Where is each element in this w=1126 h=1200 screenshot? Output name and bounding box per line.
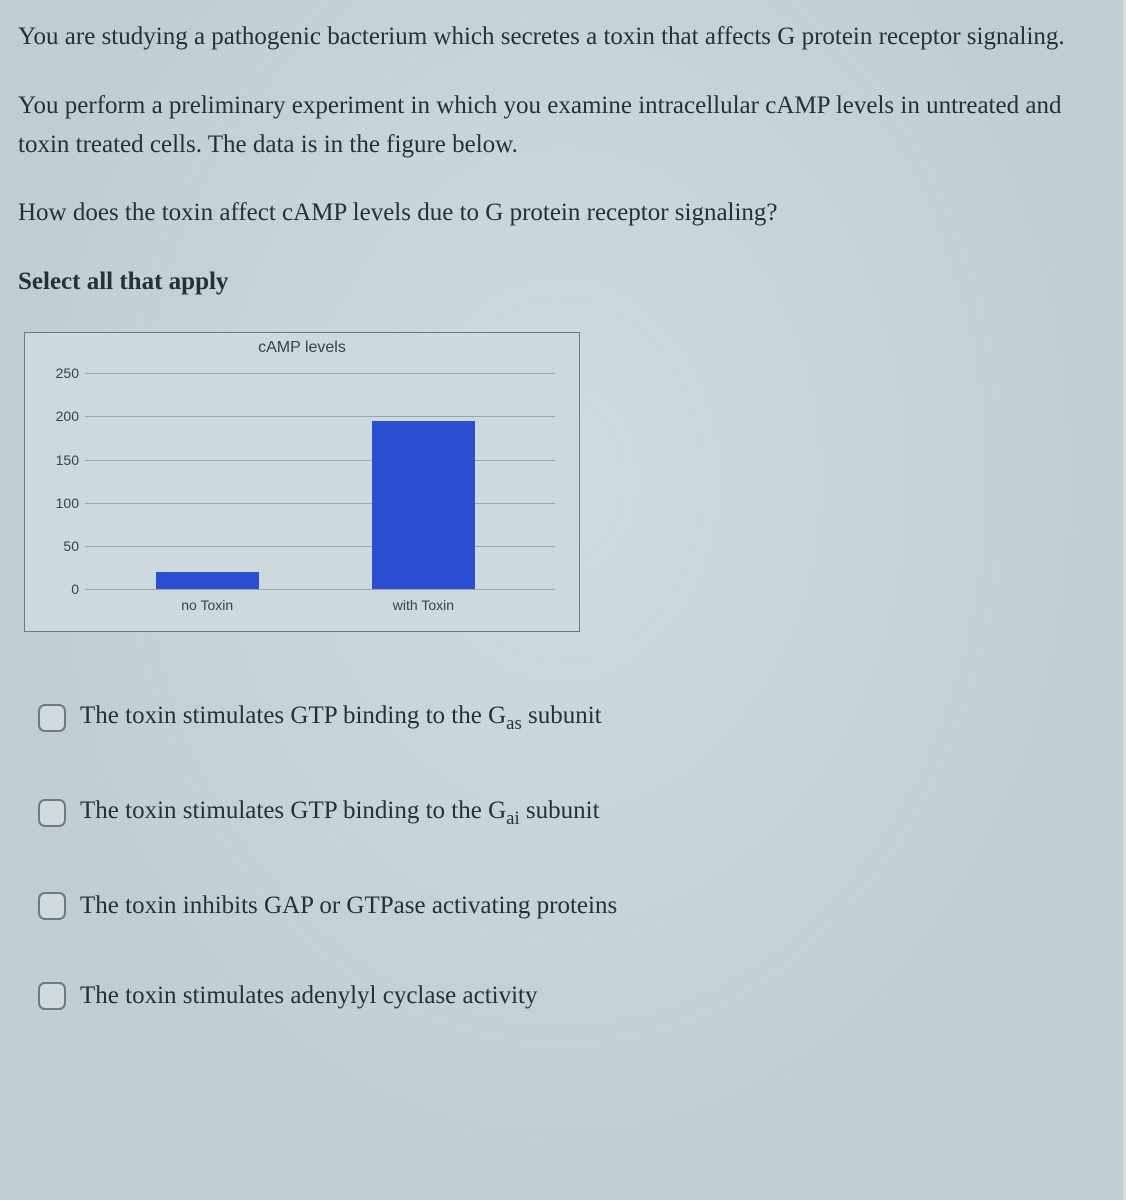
- chart-y-tick-label: 150: [31, 452, 79, 468]
- chart-x-labels: no Toxin with Toxin: [85, 597, 555, 621]
- checkbox[interactable]: [38, 799, 66, 827]
- answer-option-text: The toxin stimulates adenylyl cyclase ac…: [80, 982, 538, 1010]
- answer-option-text: The toxin inhibits GAP or GTPase activat…: [80, 892, 617, 920]
- answer-option[interactable]: The toxin inhibits GAP or GTPase activat…: [38, 892, 1123, 920]
- chart-x-label: with Toxin: [393, 597, 454, 613]
- chart-bar: [156, 572, 259, 589]
- answer-option-text: The toxin stimulates GTP binding to the …: [80, 702, 602, 735]
- answer-option-text: The toxin stimulates GTP binding to the …: [80, 797, 600, 830]
- checkbox[interactable]: [38, 892, 66, 920]
- question-paragraph-2: You perform a preliminary experiment in …: [18, 87, 1095, 165]
- question-block: You are studying a pathogenic bacterium …: [0, 0, 1123, 302]
- chart-gridline: [85, 589, 555, 590]
- question-paragraph-3: How does the toxin affect cAMP levels du…: [18, 194, 1095, 233]
- camp-chart: cAMP levels 050100150200250 no Toxinwith…: [24, 332, 580, 632]
- chart-y-axis: 050100150200250: [31, 365, 79, 589]
- question-instruction: Select all that apply: [18, 263, 1095, 302]
- checkbox[interactable]: [38, 982, 66, 1010]
- chart-x-label: no Toxin: [181, 597, 233, 613]
- chart-y-tick-label: 0: [31, 581, 79, 597]
- question-paragraph-1: You are studying a pathogenic bacterium …: [18, 18, 1095, 57]
- chart-y-tick-label: 200: [31, 408, 79, 424]
- chart-y-tick-label: 50: [31, 538, 79, 554]
- checkbox[interactable]: [38, 704, 66, 732]
- answer-option[interactable]: The toxin stimulates GTP binding to the …: [38, 797, 1123, 830]
- chart-bars: [85, 365, 555, 589]
- chart-y-tick-label: 100: [31, 495, 79, 511]
- chart-y-tick-label: 250: [31, 365, 79, 381]
- chart-title: cAMP levels: [25, 339, 579, 357]
- chart-plot-area: 050100150200250: [85, 365, 555, 589]
- answer-option[interactable]: The toxin stimulates adenylyl cyclase ac…: [38, 982, 1123, 1010]
- answer-options: The toxin stimulates GTP binding to the …: [0, 702, 1123, 1010]
- answer-option[interactable]: The toxin stimulates GTP binding to the …: [38, 702, 1123, 735]
- chart-bar: [372, 421, 475, 589]
